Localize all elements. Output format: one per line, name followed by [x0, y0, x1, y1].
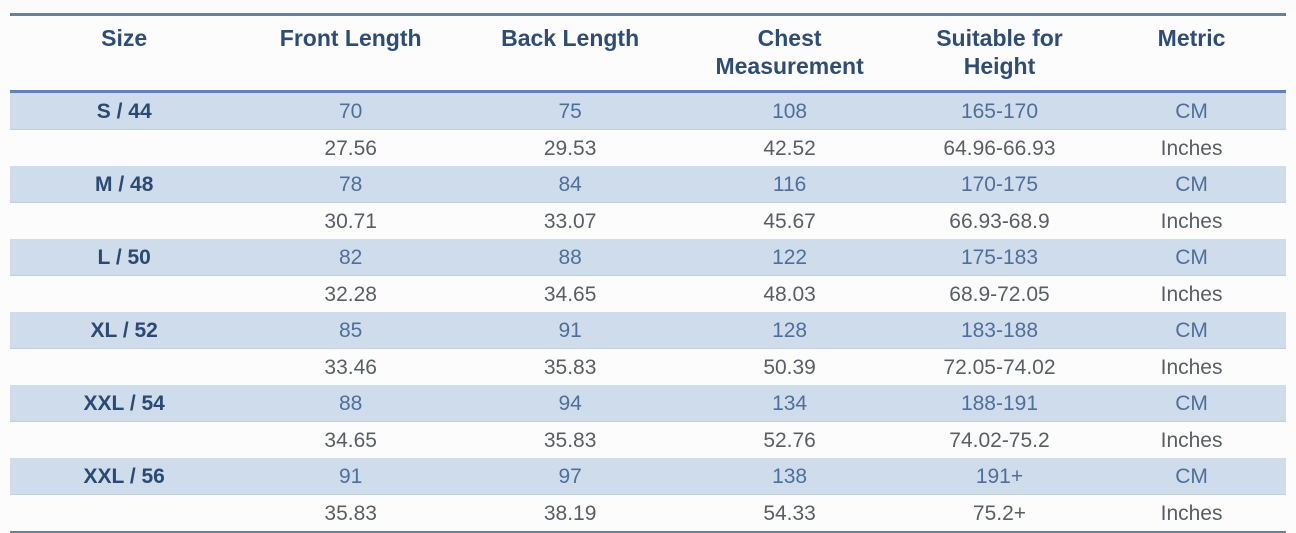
table-row: 32.28 34.65 48.03 68.9-72.05 Inches — [10, 276, 1286, 313]
back-length-cell: 35.83 — [543, 355, 597, 379]
metric-cell: Inches — [1160, 136, 1223, 160]
chest-cell: 54.33 — [763, 501, 816, 525]
size-table: Size Front Length Back Length Chest Meas… — [10, 13, 1286, 533]
size-cell: M / 48 — [95, 172, 154, 196]
size-cell: L / 50 — [97, 245, 151, 269]
height-cell: 191+ — [975, 464, 1024, 488]
height-cell: 75.2+ — [972, 501, 1027, 525]
height-cell: 165-170 — [960, 99, 1039, 123]
front-length-cell: 33.46 — [324, 355, 377, 379]
front-length-cell: 78 — [338, 172, 363, 196]
chest-cell: 108 — [772, 99, 808, 123]
size-cell — [10, 422, 238, 459]
metric-cell: CM — [1175, 99, 1208, 123]
height-cell: 188-191 — [960, 391, 1039, 415]
front-length-cell: 32.28 — [324, 282, 377, 306]
front-length-cell: 85 — [338, 318, 363, 342]
column-header-chest-measurement: Chest Measurement — [677, 14, 902, 94]
metric-cell: CM — [1175, 318, 1208, 342]
chest-cell: 134 — [772, 391, 808, 415]
back-length-cell: 33.07 — [543, 209, 597, 233]
metric-cell: CM — [1175, 464, 1208, 488]
metric-cell: Inches — [1160, 355, 1223, 379]
table-row: 30.71 33.07 45.67 66.93-68.9 Inches — [10, 203, 1286, 240]
height-cell: 72.05-74.02 — [943, 355, 1056, 379]
column-header-size: Size — [10, 14, 239, 94]
back-length-cell: 84 — [558, 172, 582, 196]
metric-cell: CM — [1175, 391, 1208, 415]
metric-cell: Inches — [1160, 428, 1223, 452]
size-cell: XXL / 56 — [83, 464, 165, 488]
column-header-suitable-height: Suitable for Height — [901, 14, 1098, 94]
front-length-cell: 88 — [338, 391, 363, 415]
size-table-body: S / 44 70 75 108 165-170 CM 27.56 29.53 42.52 64.… — [10, 91, 1286, 533]
height-cell: 170-175 — [960, 172, 1039, 196]
height-cell: 64.96-66.93 — [943, 136, 1056, 160]
back-length-cell: 91 — [558, 318, 582, 342]
table-row: 35.83 38.19 54.33 75.2+ Inches — [10, 495, 1286, 533]
back-length-cell: 94 — [558, 391, 582, 415]
size-cell — [10, 203, 238, 240]
height-cell: 183-188 — [960, 318, 1039, 342]
table-row: 27.56 29.53 42.52 64.96-66.93 Inches — [10, 130, 1286, 167]
height-cell: 66.93-68.9 — [949, 209, 1050, 233]
front-length-cell: 34.65 — [324, 428, 377, 452]
table-row: 34.65 35.83 52.76 74.02-75.2 Inches — [10, 422, 1286, 459]
front-length-cell: 27.56 — [324, 136, 377, 160]
front-length-cell: 82 — [338, 245, 363, 269]
chest-cell: 116 — [772, 172, 807, 196]
column-header-metric: Metric — [1097, 14, 1286, 94]
front-length-cell: 91 — [338, 464, 363, 488]
back-length-cell: 38.19 — [543, 501, 597, 525]
chest-cell: 138 — [772, 464, 808, 488]
chest-cell: 52.76 — [763, 428, 816, 452]
height-cell: 74.02-75.2 — [949, 428, 1050, 452]
table-row: L / 50 82 88 122 175-183 CM — [10, 239, 1286, 276]
metric-cell: Inches — [1160, 209, 1223, 233]
metric-cell: CM — [1175, 245, 1208, 269]
back-length-cell: 29.53 — [543, 136, 597, 160]
size-cell — [10, 276, 238, 313]
chest-cell: 48.03 — [763, 282, 816, 306]
height-cell: 175-183 — [960, 245, 1039, 269]
size-cell: XXL / 54 — [83, 391, 165, 415]
size-cell — [10, 349, 238, 386]
metric-cell: Inches — [1160, 282, 1223, 306]
size-chart: Size Front Length Back Length Chest Meas… — [0, 13, 1296, 533]
size-cell — [10, 130, 238, 167]
chest-cell: 45.67 — [763, 209, 816, 233]
column-header-back-length: Back Length — [462, 14, 678, 94]
size-cell: S / 44 — [96, 99, 152, 123]
header-row: Size Front Length Back Length Chest Meas… — [10, 14, 1286, 94]
table-row: 33.46 35.83 50.39 72.05-74.02 Inches — [10, 349, 1286, 386]
table-row: M / 48 78 84 116 170-175 CM — [10, 166, 1286, 203]
back-length-cell: 35.83 — [543, 428, 597, 452]
table-row: XXL / 56 91 97 138 191+ CM — [10, 458, 1286, 495]
back-length-cell: 88 — [558, 245, 582, 269]
chest-cell: 42.52 — [763, 136, 816, 160]
back-length-cell: 75 — [558, 99, 582, 123]
metric-cell: Inches — [1160, 501, 1223, 525]
size-cell — [10, 495, 238, 533]
column-header-front-length: Front Length — [238, 14, 463, 94]
chest-cell: 50.39 — [763, 355, 816, 379]
table-row: XL / 52 85 91 128 183-188 CM — [10, 312, 1286, 349]
table-row: S / 44 70 75 108 165-170 CM — [10, 91, 1286, 130]
height-cell: 68.9-72.05 — [949, 282, 1050, 306]
front-length-cell: 30.71 — [324, 209, 377, 233]
table-row: XXL / 54 88 94 134 188-191 CM — [10, 385, 1286, 422]
chest-cell: 128 — [772, 318, 808, 342]
metric-cell: CM — [1175, 172, 1208, 196]
back-length-cell: 97 — [558, 464, 582, 488]
front-length-cell: 35.83 — [324, 501, 377, 525]
chest-cell: 122 — [772, 245, 808, 269]
back-length-cell: 34.65 — [543, 282, 597, 306]
size-cell: XL / 52 — [90, 318, 158, 342]
front-length-cell: 70 — [338, 99, 363, 123]
